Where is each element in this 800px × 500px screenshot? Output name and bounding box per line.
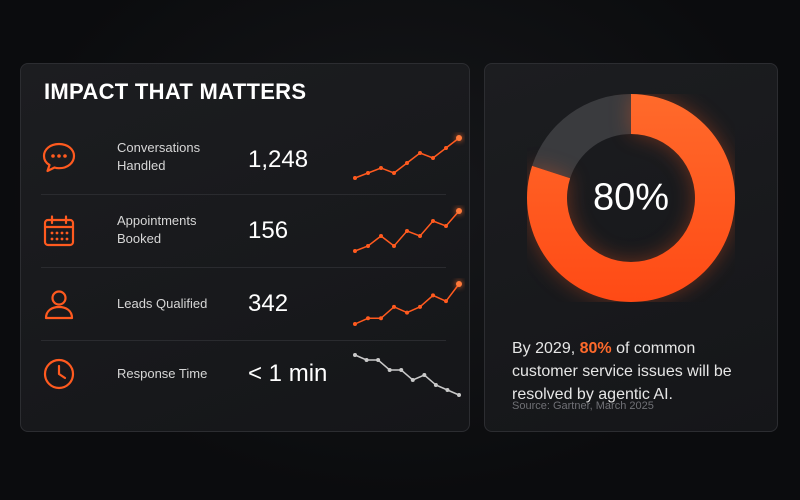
metric-value: < 1 min — [248, 360, 328, 387]
stat-statement: By 2029, 80% of common customer service … — [512, 340, 732, 403]
sparkline-point — [399, 368, 404, 372]
sparkline-point — [410, 378, 415, 382]
source-citation: Source: Gartner, March 2025 — [512, 400, 654, 412]
sparkline-point — [366, 244, 370, 248]
sparkline-point — [422, 373, 427, 377]
metric-value: 156 — [248, 217, 289, 244]
sparkline-point — [456, 281, 462, 287]
sparkline-line — [354, 283, 460, 325]
user-icon — [44, 290, 74, 320]
sparkline-point — [353, 176, 357, 180]
sparkline-point — [366, 316, 370, 321]
sparkline-point — [457, 393, 461, 397]
sparkline-point — [392, 171, 396, 175]
sparkline-response-time — [353, 353, 461, 397]
sparkline-point — [379, 166, 383, 170]
metric-value: 1,248 — [248, 146, 309, 173]
sparkline-point — [445, 388, 450, 392]
sparkline-point — [431, 219, 435, 223]
sparkline-line — [354, 137, 460, 179]
metric-label: Conversations Handled — [117, 140, 201, 173]
sparkline-point — [418, 151, 422, 155]
metric-row-response-time: Response Time < 1 min — [41, 341, 461, 413]
sparkline-point — [353, 249, 357, 253]
sparkline-point — [392, 244, 396, 248]
sparkline-point — [405, 229, 409, 233]
stat-card: 80% By 2029, 80% of common customer serv… — [484, 63, 778, 432]
sparkline-point — [431, 293, 435, 298]
sparkline-point — [376, 358, 381, 362]
sparkline-leads — [353, 281, 462, 326]
sparkline-point — [364, 358, 369, 362]
sparkline-point — [431, 156, 435, 160]
metric-label: Response Time — [117, 366, 208, 381]
sparkline-point — [353, 353, 357, 357]
sparkline-point — [444, 299, 448, 304]
sparkline-point — [418, 304, 422, 309]
sparkline-point — [405, 310, 409, 315]
sparkline-point — [405, 161, 409, 165]
sparkline-point — [366, 171, 370, 175]
donut-slice-highlight — [527, 94, 735, 302]
metric-row-leads: Leads Qualified 342 — [41, 268, 462, 340]
metric-label: Appointments Booked — [117, 213, 197, 246]
clock-icon — [43, 358, 75, 390]
impact-card: IMPACT THAT MATTERS Conversations Handle… — [20, 63, 470, 432]
metric-row-appointments: Appointments Booked 156 — [41, 195, 462, 267]
metric-value: 342 — [248, 290, 289, 317]
sparkline-point — [418, 234, 422, 238]
sparkline-point — [444, 146, 448, 150]
sparkline-point — [444, 224, 448, 228]
row-divider — [41, 267, 446, 268]
sparkline-conversations — [353, 135, 462, 180]
sparkline-line — [354, 354, 460, 396]
sparkline-point — [379, 316, 383, 321]
donut-value: 80% — [592, 176, 670, 219]
sparkline-point — [353, 322, 357, 326]
donut-slice-remaining — [532, 94, 631, 179]
calendar-icon — [43, 215, 75, 247]
impact-title: IMPACT THAT MATTERS — [44, 79, 307, 104]
sparkline-point — [456, 208, 462, 214]
sparkline-point — [392, 304, 396, 309]
sparkline-appointments — [353, 208, 462, 253]
sparkline-point — [433, 383, 438, 387]
row-divider — [41, 194, 446, 195]
metric-row-conversations: Conversations Handled 1,248 — [41, 122, 462, 194]
row-divider — [41, 340, 446, 341]
sparkline-point — [379, 234, 383, 238]
donut-chart — [527, 94, 735, 302]
sparkline-point — [387, 368, 392, 372]
donut-wrapper: 80% — [485, 94, 779, 302]
metric-label: Leads Qualified — [117, 296, 208, 311]
stat-highlight: 80% — [579, 340, 612, 357]
chat-bubble-icon — [42, 142, 76, 173]
sparkline-point — [456, 135, 462, 141]
